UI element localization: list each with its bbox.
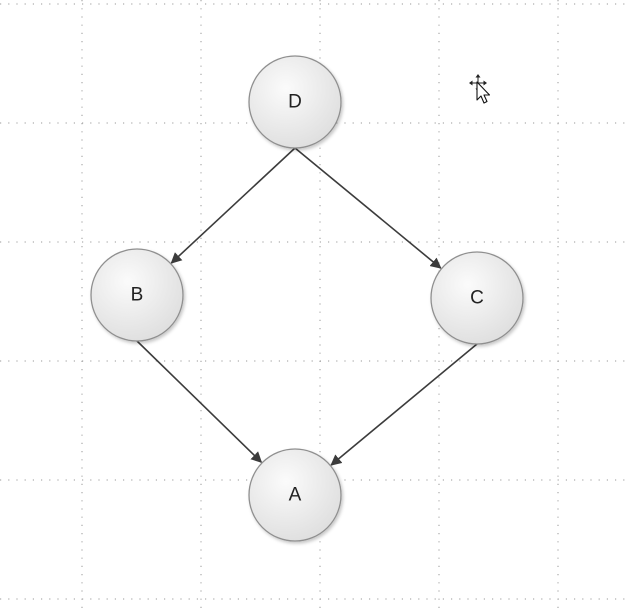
node-d-label: D xyxy=(288,92,302,113)
node-c[interactable]: C xyxy=(430,251,524,345)
node-a-label: A xyxy=(289,485,302,506)
node-d[interactable]: D xyxy=(248,55,342,149)
nodes: D B C A xyxy=(90,55,524,542)
node-c-label: C xyxy=(470,288,484,309)
edges xyxy=(136,147,478,466)
move-cursor-icon xyxy=(469,74,491,104)
node-b[interactable]: B xyxy=(90,248,184,342)
node-b-label: B xyxy=(131,285,144,306)
node-a[interactable]: A xyxy=(248,448,342,542)
edge-b-to-a[interactable] xyxy=(136,340,263,463)
edge-d-to-b[interactable] xyxy=(170,147,296,264)
edge-c-to-a[interactable] xyxy=(330,343,478,466)
edge-d-to-c[interactable] xyxy=(294,147,442,269)
